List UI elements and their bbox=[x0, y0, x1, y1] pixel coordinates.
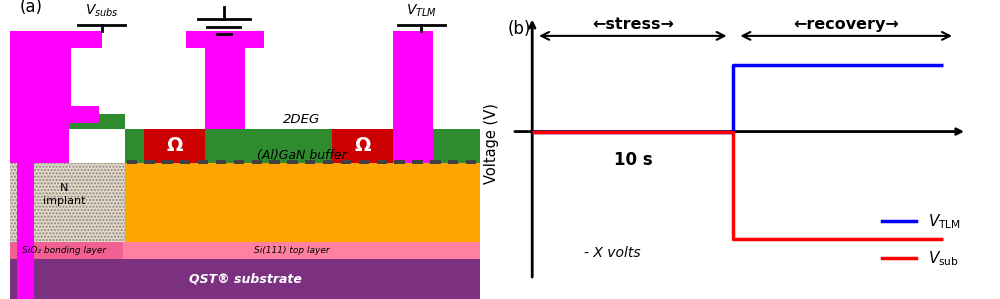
Bar bbox=[332, 129, 393, 163]
Text: 2DEG: 2DEG bbox=[283, 113, 320, 126]
Bar bbox=[10, 163, 480, 242]
Text: $V_{TLM}$: $V_{TLM}$ bbox=[406, 2, 437, 19]
Legend: $V_{\mathrm{TLM}}$, $V_{\mathrm{sub}}$: $V_{\mathrm{TLM}}$, $V_{\mathrm{sub}}$ bbox=[876, 206, 967, 274]
Bar bbox=[41, 31, 102, 48]
Bar bbox=[127, 160, 137, 164]
Bar bbox=[52, 111, 69, 163]
Bar bbox=[394, 160, 405, 164]
Bar bbox=[10, 242, 480, 259]
Bar bbox=[377, 160, 387, 164]
Bar bbox=[45, 48, 71, 108]
Text: ←stress→: ←stress→ bbox=[592, 17, 674, 32]
Bar bbox=[69, 114, 125, 129]
Text: Ω: Ω bbox=[166, 136, 183, 155]
Bar bbox=[393, 31, 433, 48]
Bar bbox=[430, 160, 441, 164]
Bar bbox=[125, 129, 480, 163]
Bar bbox=[123, 242, 480, 259]
Text: (a): (a) bbox=[19, 0, 42, 16]
Bar bbox=[10, 114, 64, 129]
Bar bbox=[393, 129, 433, 163]
Bar bbox=[17, 106, 99, 123]
Text: (b): (b) bbox=[508, 20, 531, 38]
Text: 10 s: 10 s bbox=[614, 151, 652, 169]
Bar bbox=[234, 160, 244, 164]
Bar bbox=[144, 129, 205, 163]
Bar bbox=[216, 160, 226, 164]
Bar bbox=[162, 160, 173, 164]
Bar bbox=[10, 259, 480, 299]
Text: Ω: Ω bbox=[354, 136, 371, 155]
Text: Si(111) top layer: Si(111) top layer bbox=[254, 246, 330, 255]
Bar bbox=[10, 163, 125, 242]
Bar bbox=[393, 37, 433, 129]
Text: N
implant: N implant bbox=[43, 183, 85, 205]
Text: $V_{subs}$: $V_{subs}$ bbox=[85, 2, 119, 19]
Text: Voltage (V): Voltage (V) bbox=[484, 103, 499, 184]
Bar bbox=[10, 31, 64, 163]
Text: ←recovery→: ←recovery→ bbox=[793, 17, 899, 32]
Bar bbox=[180, 160, 190, 164]
Text: - X volts: - X volts bbox=[584, 246, 641, 260]
Bar bbox=[205, 48, 245, 129]
Text: SiO₂ bonding layer: SiO₂ bonding layer bbox=[22, 246, 106, 255]
Bar bbox=[17, 111, 34, 299]
Bar bbox=[412, 160, 423, 164]
Text: QST® substrate: QST® substrate bbox=[189, 272, 301, 285]
Bar bbox=[305, 160, 315, 164]
Bar bbox=[186, 31, 264, 48]
Text: (Al)GaN buffer: (Al)GaN buffer bbox=[257, 149, 346, 162]
Bar bbox=[144, 160, 155, 164]
Bar bbox=[269, 160, 280, 164]
Bar bbox=[198, 160, 208, 164]
Bar bbox=[341, 160, 351, 164]
Bar bbox=[10, 163, 125, 242]
Bar bbox=[466, 160, 476, 164]
Bar bbox=[359, 160, 369, 164]
Bar bbox=[252, 160, 262, 164]
Bar bbox=[323, 160, 333, 164]
Bar bbox=[287, 160, 298, 164]
Bar bbox=[448, 160, 458, 164]
